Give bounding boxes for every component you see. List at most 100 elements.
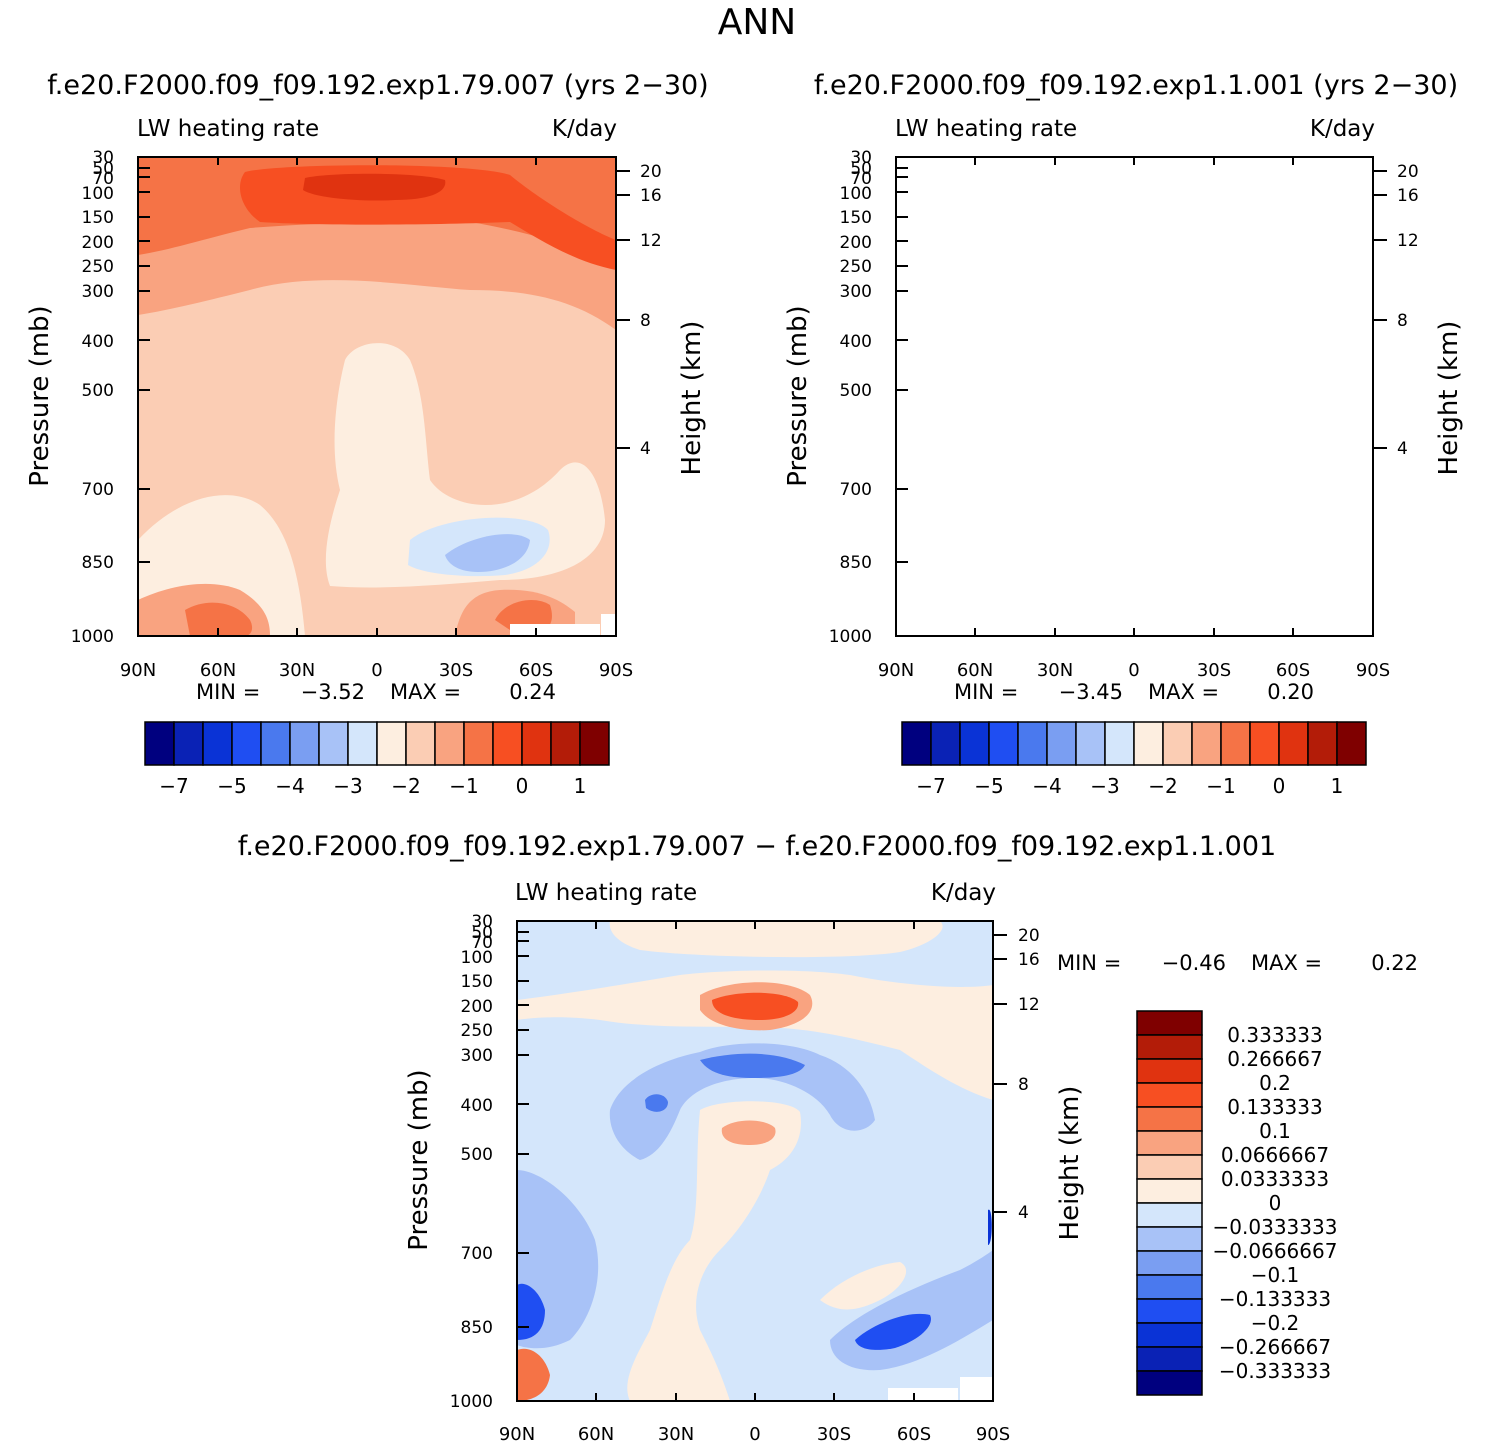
colorbar-swatch [376, 721, 407, 766]
y-tick-label: 150 [461, 972, 493, 992]
contour-negative-arch [609, 1043, 875, 1160]
contour-negative-spot [645, 1094, 668, 1112]
max-label: MAX = [390, 680, 461, 704]
units-label: K/day [931, 880, 996, 906]
x-axis: 90N 60N 30N 0 30S 60S 90S [878, 157, 1390, 681]
colorbar-label: 0.2 [1259, 1071, 1291, 1095]
panel-difference: f.e20.F2000.f09_f09.192.exp1.79.007 − f.… [238, 831, 1418, 1445]
colorbar-swatch [930, 721, 961, 766]
y2-tick-label: 8 [1397, 311, 1408, 331]
x-tick-label: 90S [1356, 660, 1390, 681]
contour-top-core [303, 173, 446, 201]
x-tick-label: 60S [1276, 660, 1310, 681]
y2-tick-label: 12 [640, 231, 662, 251]
max-label: MAX = [1251, 951, 1322, 975]
missing-data-patch [888, 1388, 958, 1401]
min-value: −3.52 [301, 680, 365, 704]
x-tick-label: 30S [1197, 660, 1231, 681]
y2-tick-label: 20 [1018, 926, 1040, 946]
contour-top-band [896, 157, 1374, 262]
colorbar-label: −3 [333, 774, 362, 798]
contour-lower-left-positive [517, 1348, 550, 1401]
missing-data-patch [601, 614, 616, 636]
contour-lower-left-core [185, 602, 253, 636]
y-tick-label: 700 [461, 1244, 493, 1264]
variable-label: LW heating rate [895, 116, 1077, 142]
colorbar-swatch [550, 721, 581, 766]
colorbar-label: −0.133333 [1219, 1287, 1331, 1311]
y-tick-label: 200 [461, 997, 493, 1017]
contour-midlevel-positive-core [721, 1120, 776, 1145]
colorbar-swatch [1136, 1202, 1203, 1228]
colorbar-label: −2 [1148, 774, 1177, 798]
colorbar-label: 0 [516, 774, 529, 798]
colorbar-label: 0.0333333 [1221, 1167, 1329, 1191]
missing-data-patch [510, 624, 600, 636]
case-title: f.e20.F2000.f09_f09.192.exp1.79.007 (yrs… [47, 70, 708, 101]
contour-midlevel-positive [627, 1101, 801, 1401]
colorbar-swatch [1136, 1058, 1203, 1084]
colorbar-label: −4 [1032, 774, 1061, 798]
colorbar-label: −0.266667 [1219, 1335, 1331, 1359]
contour-lower-left [896, 495, 1063, 636]
colorbar-swatch [901, 721, 932, 766]
colorbar-label: 1 [574, 774, 587, 798]
missing-data-patch [960, 1377, 993, 1401]
min-label: MIN = [954, 680, 1018, 704]
colorbar-label: −0.0666667 [1213, 1239, 1338, 1263]
colorbar-swatch [1136, 1322, 1203, 1348]
contour-positive-core [712, 992, 799, 1020]
max-label: MAX = [1148, 680, 1219, 704]
panel-top-left: f.e20.F2000.f09_f09.192.exp1.79.007 (yrs… [25, 70, 709, 798]
y-tick-label: 200 [840, 233, 872, 253]
colorbar-label: 0.333333 [1227, 1023, 1322, 1047]
y-tick-label: 700 [82, 480, 114, 500]
colorbar-swatch [1133, 721, 1164, 766]
x-axis: 90N 60N 30N 0 30S 60S 90S [120, 157, 633, 681]
x-tick-label: 0 [371, 660, 382, 681]
contour-field [138, 157, 616, 636]
min-label: MIN = [196, 680, 260, 704]
y-tick-label: 300 [82, 282, 114, 302]
colorbar-swatch [1191, 721, 1222, 766]
y2-tick-label: 12 [1397, 231, 1419, 251]
colorbar-vertical: 0.3333330.2666670.20.1333330.10.06666670… [1136, 1010, 1338, 1396]
y2-tick-label: 4 [640, 439, 651, 459]
y-tick-label: 850 [840, 553, 872, 573]
colorbar-swatch [1220, 721, 1251, 766]
units-label: K/day [1310, 116, 1375, 142]
y-tick-label: 1000 [829, 627, 872, 647]
y-tick-label: 70 [92, 169, 114, 189]
colorbar-swatch [1336, 721, 1367, 766]
colorbar-swatch [1136, 1082, 1203, 1108]
contour-right-negative-core [855, 1313, 931, 1350]
colorbar-swatch [202, 721, 233, 766]
y-tick-label: 1000 [71, 627, 114, 647]
contour-tropopause-band [998, 165, 1374, 270]
colorbar-swatch [492, 721, 523, 766]
colorbar-swatch [231, 721, 262, 766]
y-axis: 30 50 70 100 150 200 250 300 400 500 700… [404, 912, 529, 1412]
y-axis-label: Pressure (mb) [404, 1069, 434, 1250]
colorbar-swatch [1136, 1250, 1203, 1276]
contour-lower-left-core [943, 603, 1010, 636]
y2-tick-label: 20 [1397, 162, 1419, 182]
contour-lower-right-core [1253, 600, 1310, 630]
y2-axis-label: Height (km) [1055, 1086, 1085, 1241]
colorbar-swatch [463, 721, 494, 766]
colorbar-swatch [1136, 1034, 1203, 1060]
variable-label: LW heating rate [515, 880, 697, 906]
colorbar-swatch [521, 721, 552, 766]
y-tick-label: 500 [840, 381, 872, 401]
y-tick-label: 100 [840, 184, 872, 204]
y2-tick-label: 8 [640, 311, 651, 331]
y-tick-label: 250 [461, 1021, 493, 1041]
colorbar-swatch [1136, 1274, 1203, 1300]
y-tick-label: 30 [471, 912, 493, 932]
x-tick-label: 30S [439, 660, 473, 681]
y-tick-label: 500 [82, 381, 114, 401]
contour-top-core [1061, 174, 1203, 201]
x-tick-label: 30N [1037, 660, 1073, 681]
y-tick-label: 150 [840, 208, 872, 228]
